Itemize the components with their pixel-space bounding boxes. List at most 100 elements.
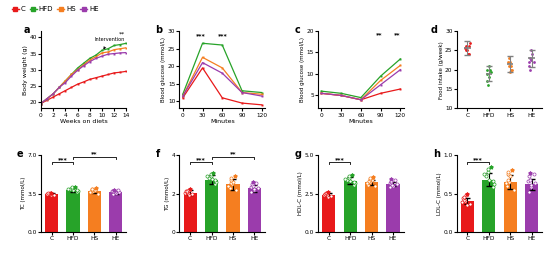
Bar <box>504 182 517 232</box>
Point <box>349 183 358 187</box>
Point <box>211 182 220 186</box>
Point <box>206 172 215 176</box>
Point <box>525 60 534 64</box>
Point <box>461 199 470 203</box>
Text: e: e <box>17 149 23 159</box>
Text: **: ** <box>229 151 236 156</box>
Point <box>530 60 538 64</box>
Point <box>504 170 513 174</box>
Point <box>504 60 512 64</box>
Point <box>341 177 350 181</box>
Point <box>183 189 191 193</box>
Point <box>505 64 514 68</box>
Point <box>86 189 94 194</box>
Text: Intervention: Intervention <box>94 37 124 49</box>
Point <box>371 184 379 188</box>
Bar <box>525 184 538 232</box>
Text: **: ** <box>394 32 401 37</box>
Point <box>181 191 190 195</box>
Point <box>529 172 538 176</box>
Point <box>525 68 534 72</box>
Point <box>324 190 333 194</box>
Point <box>387 177 396 181</box>
Point <box>482 68 491 72</box>
Point <box>247 185 256 189</box>
Text: h: h <box>433 149 440 159</box>
Point <box>227 178 235 182</box>
Point <box>531 181 540 186</box>
Point <box>505 60 514 64</box>
Text: ***: *** <box>196 33 206 38</box>
Bar <box>343 181 357 232</box>
Point <box>253 186 262 190</box>
Bar <box>482 180 495 232</box>
Y-axis label: TG (mmol/L): TG (mmol/L) <box>165 176 170 211</box>
Text: g: g <box>294 149 301 159</box>
Point <box>365 177 374 181</box>
Point <box>510 188 518 192</box>
Bar <box>66 190 80 232</box>
Point <box>110 188 119 192</box>
Point <box>365 176 374 180</box>
Point <box>68 186 77 190</box>
Point <box>505 69 514 74</box>
Bar <box>88 191 101 232</box>
Point <box>526 183 535 187</box>
Point <box>321 191 330 195</box>
Text: **: ** <box>376 32 383 37</box>
Point <box>389 184 397 188</box>
Point <box>326 194 335 198</box>
Point <box>527 48 536 52</box>
Point <box>185 187 194 191</box>
Text: a: a <box>24 25 31 35</box>
Point <box>527 58 536 62</box>
Bar <box>386 184 399 232</box>
Point <box>507 68 516 72</box>
Point <box>110 189 118 193</box>
Point <box>350 181 359 186</box>
Text: ***: *** <box>217 33 227 38</box>
Point <box>226 186 234 190</box>
Point <box>504 178 512 182</box>
Point <box>227 176 235 180</box>
Point <box>502 184 511 188</box>
Text: f: f <box>155 149 160 159</box>
Point <box>386 185 395 189</box>
Point <box>524 190 533 194</box>
Point <box>69 188 77 192</box>
Point <box>68 185 76 189</box>
Point <box>489 182 498 186</box>
Point <box>369 175 378 179</box>
X-axis label: Minutes: Minutes <box>348 119 373 124</box>
Point <box>463 192 471 196</box>
Point <box>320 191 329 196</box>
Point <box>229 180 238 184</box>
Point <box>363 181 372 185</box>
Bar <box>248 188 261 232</box>
X-axis label: Weeks on diets: Weeks on diets <box>60 119 107 124</box>
Point <box>74 189 82 193</box>
Point <box>247 182 256 186</box>
Point <box>89 189 98 193</box>
Bar <box>322 195 335 232</box>
Point <box>465 201 474 206</box>
Bar <box>461 201 474 232</box>
Point <box>528 52 536 56</box>
Point <box>348 173 356 178</box>
Point <box>501 181 510 186</box>
Point <box>486 165 495 169</box>
Point <box>209 171 218 175</box>
Point <box>488 185 497 189</box>
Point <box>47 191 56 195</box>
Point <box>88 188 96 192</box>
Point <box>226 181 235 185</box>
Text: ***: *** <box>57 157 67 162</box>
Point <box>88 187 97 191</box>
Point <box>526 171 535 175</box>
Point <box>525 178 534 182</box>
Point <box>45 192 54 196</box>
Point <box>94 191 102 196</box>
Point <box>465 52 474 56</box>
Bar <box>109 192 123 232</box>
Text: ***: *** <box>196 157 206 162</box>
